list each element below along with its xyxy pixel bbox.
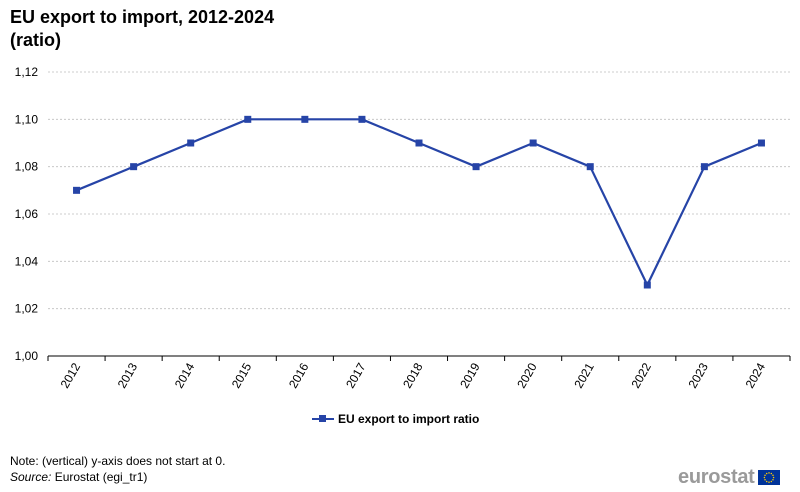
data-point: [73, 186, 81, 194]
flag-star: [763, 476, 765, 479]
flag-star: [771, 479, 774, 481]
source-note: Source: Eurostat (egi_tr1): [10, 470, 147, 485]
x-tick-label: 2023: [686, 360, 712, 390]
data-point: [244, 115, 252, 123]
flag-star: [772, 476, 774, 479]
chart-title-line-2: (ratio): [10, 30, 61, 50]
flag-star: [767, 481, 770, 483]
flag-star: [770, 480, 772, 483]
x-tick-label: 2024: [743, 360, 769, 390]
x-tick-label: 2020: [514, 360, 540, 390]
flag-star: [765, 480, 767, 483]
flag-star: [765, 472, 767, 475]
flag-star: [767, 472, 770, 474]
data-point: [130, 163, 138, 171]
flag-star: [771, 474, 774, 476]
eurostat-logo-text: eurostat: [678, 466, 755, 488]
y-tick-label: 1,10: [15, 112, 39, 126]
eu-flag-icon: [757, 470, 780, 485]
y-tick-label: 1,06: [15, 207, 39, 221]
data-point: [757, 139, 765, 147]
flag-star: [763, 474, 766, 476]
footnote: Note: (vertical) y-axis does not start a…: [10, 454, 226, 468]
y-tick-label: 1,00: [15, 349, 39, 363]
x-tick-label: 2012: [58, 360, 84, 390]
source-text: Eurostat (egi_tr1): [51, 470, 148, 484]
source-label: Source:: [10, 470, 52, 484]
legend: EU export to import ratio: [312, 410, 479, 428]
data-point: [700, 163, 708, 171]
x-tick-label: 2021: [571, 360, 597, 390]
x-tick-label: 2018: [400, 360, 426, 390]
x-tick-label: 2017: [343, 360, 369, 390]
data-point: [187, 139, 195, 147]
x-tick-label: 2014: [172, 360, 198, 390]
data-point: [358, 115, 366, 123]
gridlines: [48, 71, 790, 310]
y-axis-tick-labels: 1,00 1,02 1,04 1,06 1,08 1,10 1,12: [15, 65, 39, 363]
chart-title: EU export to import, 2012-2024 (ratio): [10, 6, 530, 52]
flag-star: [770, 472, 772, 475]
data-point: [643, 281, 651, 289]
eurostat-logo: eurostat: [678, 466, 780, 489]
data-point: [529, 139, 537, 147]
legend-label: EU export to import ratio: [338, 412, 480, 426]
chart-title-line-1: EU export to import, 2012-2024: [10, 7, 275, 27]
data-point: [301, 115, 309, 123]
x-axis: [47, 355, 791, 361]
data-point: [472, 163, 480, 171]
flag-star: [763, 479, 766, 481]
x-tick-label: 2013: [115, 360, 141, 390]
y-tick-label: 1,08: [15, 160, 39, 174]
series-layer: [73, 115, 765, 289]
x-tick-label: 2016: [286, 360, 312, 390]
y-tick-label: 1,02: [15, 302, 39, 316]
y-tick-label: 1,12: [15, 65, 39, 79]
y-tick-label: 1,04: [15, 254, 39, 268]
x-tick-label: 2019: [457, 360, 483, 390]
x-tick-label: 2015: [229, 360, 255, 390]
x-axis-tick-labels: 2012 2013 2014 2015 2016 2017 2018 2019 2020 2021…: [58, 360, 769, 390]
data-point: [415, 139, 423, 147]
data-point: [586, 163, 594, 171]
line-chart: 1,001,021,041,061,081,101,12 2012 2013 201…: [15, 65, 791, 391]
x-tick-label: 2022: [628, 360, 654, 390]
legend-swatch: [312, 413, 334, 425]
